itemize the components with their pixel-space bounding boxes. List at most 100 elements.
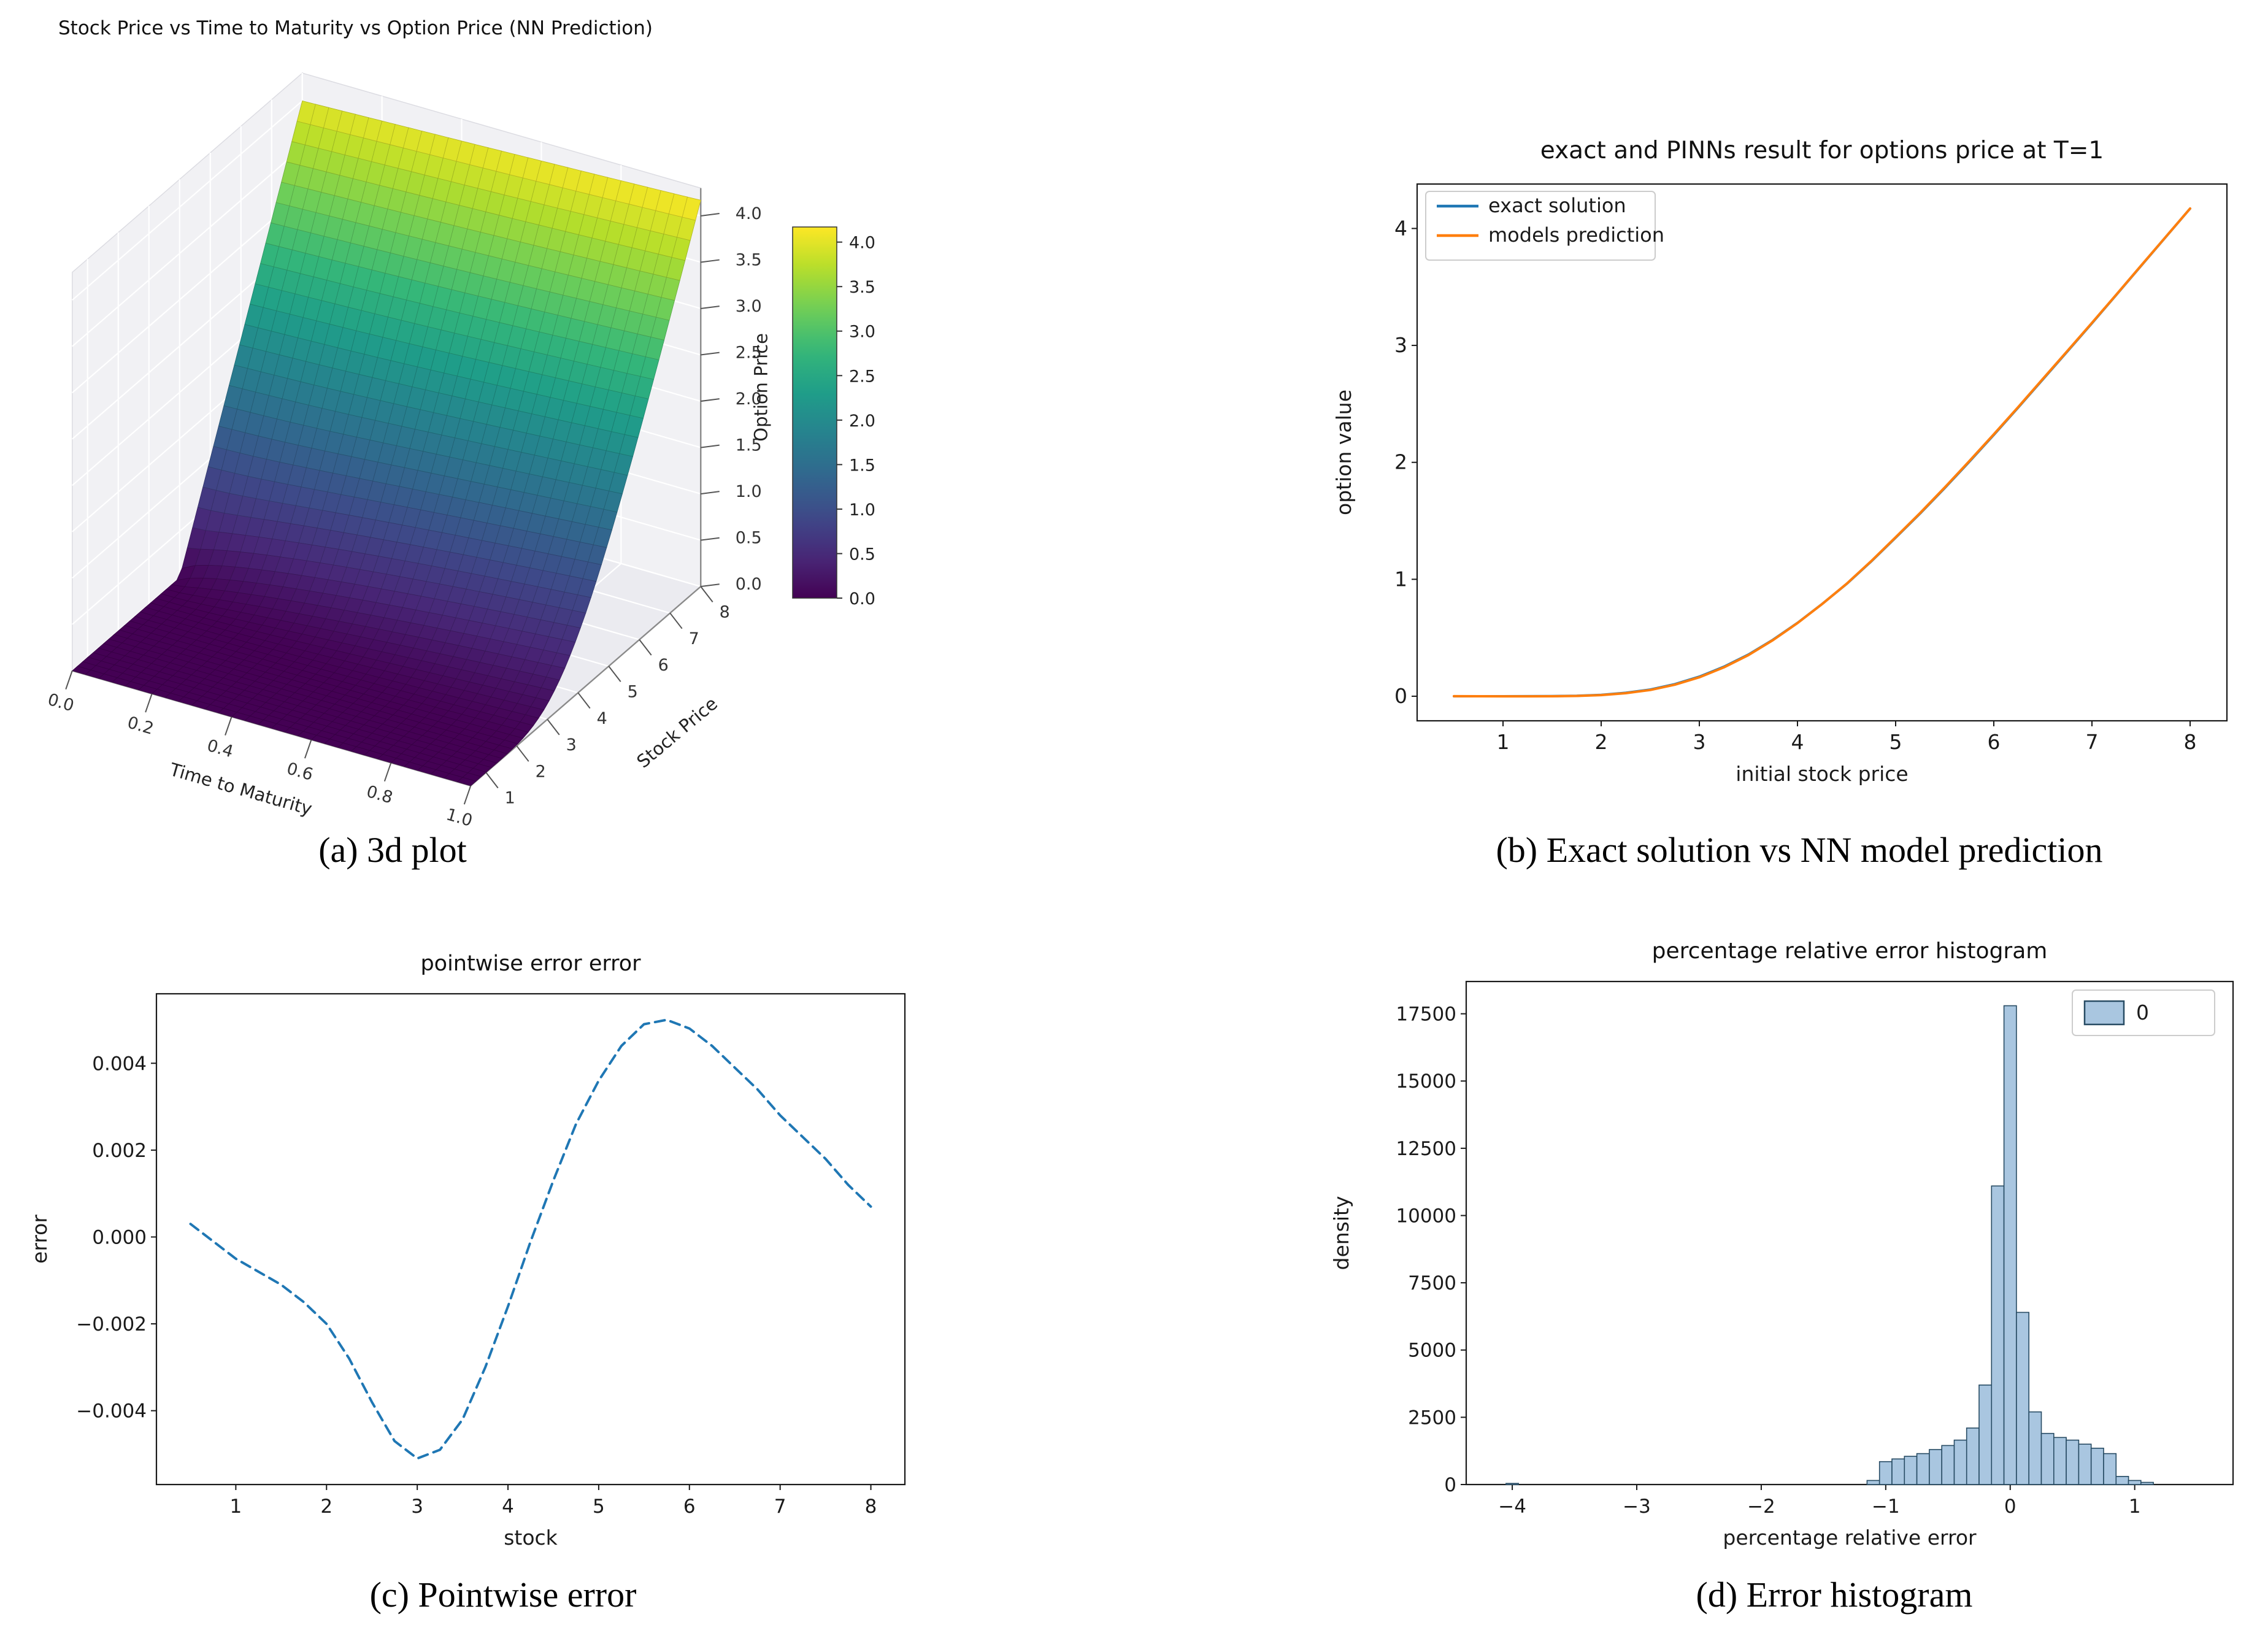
svg-text:0.0: 0.0 [849,590,875,609]
hist-bar [1953,1439,1967,1485]
x-axis-ticks: −4 −3 −2 −1 0 1 [1498,1485,2141,1518]
svg-text:5000: 5000 [1408,1340,1456,1362]
hist-bar [2103,1453,2117,1485]
y-axis-ticks: 0 1 2 3 4 [1394,216,1417,708]
svg-text:3: 3 [411,1496,423,1518]
svg-text:initial stock price: initial stock price [1736,762,1908,786]
svg-text:6: 6 [658,656,669,675]
hist-bar [2140,1481,2154,1485]
hist-bar [2028,1411,2042,1485]
svg-text:0: 0 [1444,1474,1456,1496]
svg-text:−0.004: −0.004 [76,1400,147,1423]
caption-a: (a) 3d plot [318,830,467,870]
svg-text:3: 3 [566,736,577,755]
svg-text:0.004: 0.004 [92,1053,147,1075]
hist-bar [2066,1439,2080,1485]
colorbar: 0.0 0.5 1.0 1.5 2.0 2.5 3.0 3.5 4.0 [792,226,875,609]
hist-bar [2078,1443,2092,1485]
svg-text:−1: −1 [1872,1496,1900,1518]
svg-text:0.4: 0.4 [205,736,236,762]
svg-text:1: 1 [230,1496,242,1518]
svg-text:2.5: 2.5 [736,344,762,363]
svg-text:density: density [1329,1196,1353,1270]
svg-text:Option Price: Option Price [750,333,771,442]
svg-text:1.0: 1.0 [736,482,762,501]
pointwise-error-chart: 1 2 3 4 5 6 7 8 −0.004 −0.002 0.000 0.002 0.004 point… [28,951,906,1550]
svg-text:12500: 12500 [1396,1138,1456,1160]
hist-bar [1505,1483,1519,1485]
hist-bar [1891,1458,1905,1485]
hist-bar [2115,1475,2129,1485]
svg-text:8: 8 [2184,730,2197,754]
plot-frame [155,993,906,1486]
svg-text:pointwise error error: pointwise error error [420,951,641,976]
svg-text:5: 5 [628,683,638,702]
svg-text:2.5: 2.5 [849,367,875,386]
plot-frame [1465,980,2234,1486]
svg-text:3.0: 3.0 [736,297,762,316]
caption-d: (d) Error histogram [1696,1575,1973,1615]
svg-text:0.5: 0.5 [849,545,875,564]
svg-text:1: 1 [1394,567,1407,591]
x-axis-ticks: 1 2 3 4 5 6 7 8 [1497,721,2197,754]
caption-b: (b) Exact solution vs NN model predictio… [1496,830,2103,870]
svg-text:3.5: 3.5 [736,251,762,270]
svg-text:6: 6 [683,1496,696,1518]
svg-text:2: 2 [536,762,546,781]
hist-bar [2128,1480,2142,1485]
svg-text:0.8: 0.8 [364,782,395,808]
series-models-prediction [1453,207,2191,698]
axes-exact_vs_prediction: 1 2 3 4 5 6 7 8 0 1 2 3 4 exact and PINNs result for … [1332,137,2228,786]
svg-text:10000: 10000 [1396,1205,1456,1227]
svg-text:17500: 17500 [1396,1004,1456,1026]
hist-bar [2090,1447,2104,1485]
svg-text:0.6: 0.6 [285,759,315,785]
hist-bar [1929,1449,1943,1485]
svg-text:7: 7 [689,629,699,648]
svg-text:2: 2 [320,1496,333,1518]
svg-text:6: 6 [1988,730,2001,754]
svg-text:Stock Price: Stock Price [632,693,721,772]
svg-text:0.5: 0.5 [736,529,762,548]
svg-text:option value: option value [1332,390,1356,515]
svg-text:2.0: 2.0 [736,390,762,409]
svg-text:7500: 7500 [1408,1272,1456,1294]
svg-text:−2: −2 [1747,1496,1775,1518]
svg-text:1: 1 [505,789,515,808]
svg-text:models prediction: models prediction [1488,223,1664,247]
svg-text:0.0: 0.0 [45,690,76,716]
svg-text:3: 3 [1394,333,1407,357]
svg-text:2500: 2500 [1408,1407,1456,1429]
svg-text:−0.002: −0.002 [76,1313,147,1335]
svg-text:stock: stock [504,1526,558,1550]
svg-text:4.0: 4.0 [849,234,875,253]
series-error [189,1018,872,1460]
svg-text:5: 5 [1890,730,1902,754]
hist-bar [1866,1480,1880,1485]
svg-text:1.5: 1.5 [736,436,762,455]
svg-text:5: 5 [593,1496,605,1518]
svg-text:1: 1 [1497,730,1510,754]
legend: 0 [2072,989,2215,1036]
y-axis-ticks: −0.004 −0.002 0.000 0.002 0.004 [76,1053,156,1423]
svg-text:error: error [28,1215,52,1264]
svg-text:−3: −3 [1623,1496,1651,1518]
svg-text:4: 4 [597,709,607,728]
hist-bar [1878,1461,1893,1485]
svg-text:15000: 15000 [1396,1070,1456,1093]
svg-text:1: 1 [2129,1496,2141,1518]
histogram-bars [1505,1005,2154,1485]
axes-pointwise_error: 1 2 3 4 5 6 7 8 −0.004 −0.002 0.000 0.002 0.004 point… [28,951,906,1550]
svg-text:4: 4 [502,1496,514,1518]
svg-text:2: 2 [1394,450,1407,474]
hist-bar [2040,1432,2055,1485]
svg-text:−4: −4 [1498,1496,1526,1518]
hist-bar [1904,1456,1918,1485]
svg-text:7: 7 [774,1496,786,1518]
y-axis-ticks: 0 2500 5000 7500 10000 12500 15000 17500 [1396,1004,1466,1496]
svg-text:3.5: 3.5 [849,278,875,297]
svg-text:0.2: 0.2 [125,713,156,739]
legend: exact solution models prediction [1425,191,1664,261]
